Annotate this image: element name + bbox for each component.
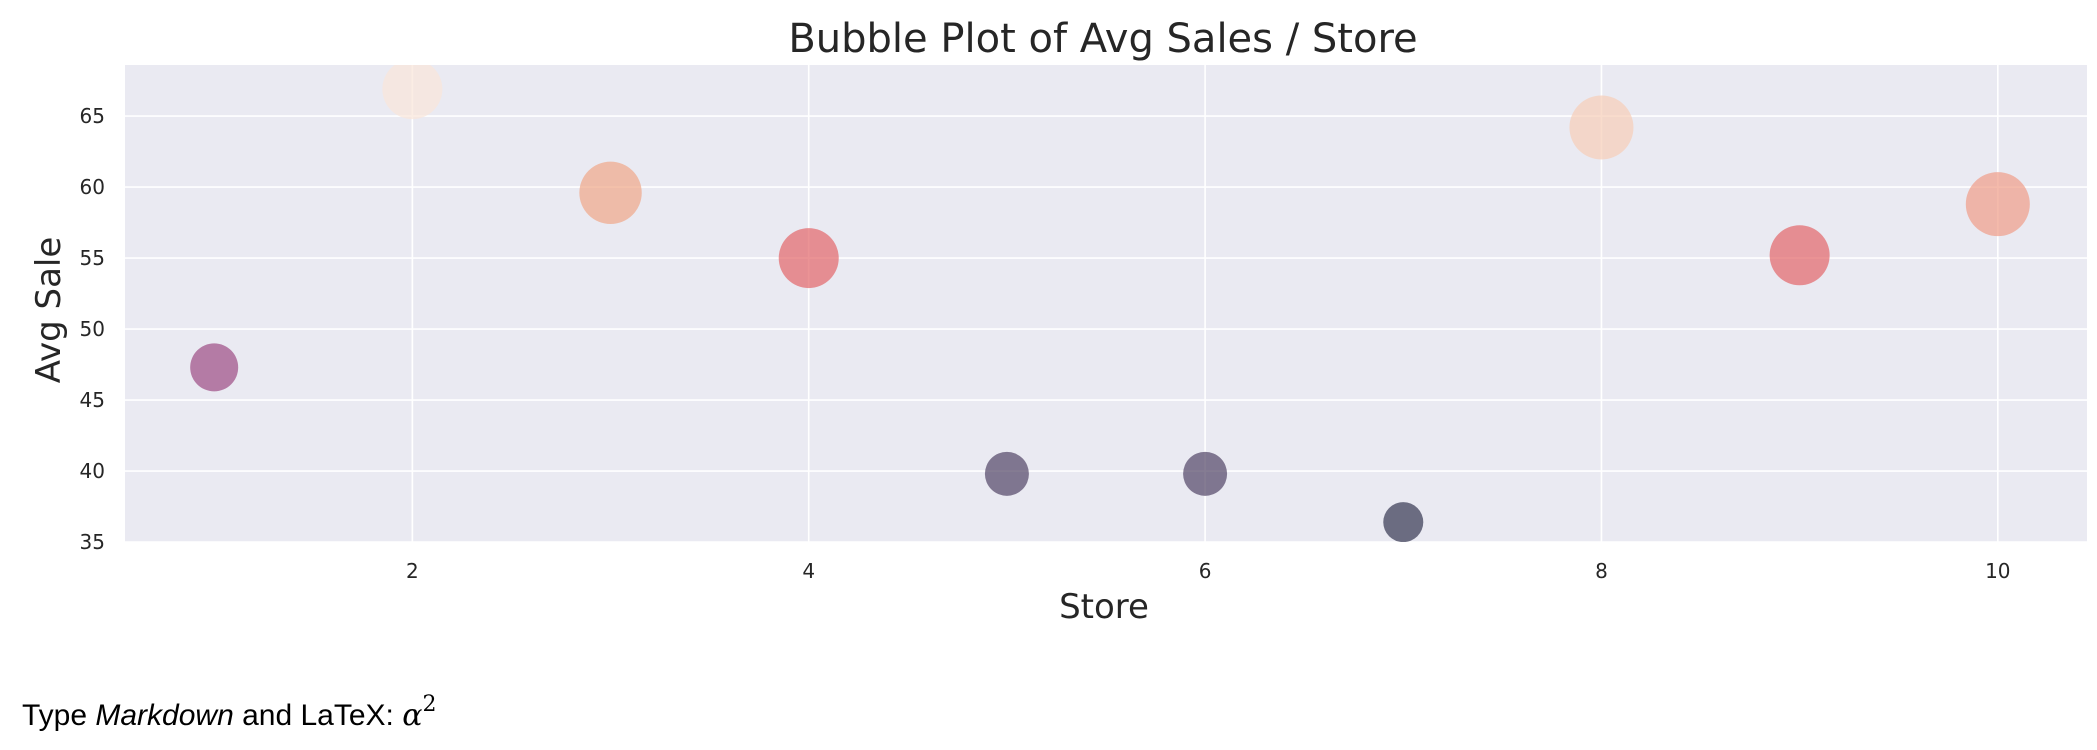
bubble-point xyxy=(190,343,239,392)
math-symbol: α xyxy=(402,698,423,733)
bubble-point xyxy=(1769,225,1830,286)
bubble-point xyxy=(1183,451,1228,496)
y-tick-label: 65 xyxy=(80,104,105,128)
x-tick-label: 2 xyxy=(406,559,419,583)
y-tick-label: 60 xyxy=(80,175,105,199)
bubble-point xyxy=(579,161,642,224)
chart-title: Bubble Plot of Avg Sales / Store xyxy=(788,16,1417,62)
y-tick-label: 40 xyxy=(80,459,105,483)
x-axis-label: Store xyxy=(1059,587,1149,627)
y-tick-label: 55 xyxy=(80,246,105,270)
bubble-point xyxy=(1383,502,1424,542)
bubble-series xyxy=(190,65,2030,542)
x-tick-label: 4 xyxy=(802,559,815,583)
grid-lines xyxy=(125,65,2087,543)
bubble-point xyxy=(382,65,443,120)
y-tick-label: 45 xyxy=(80,388,105,412)
y-tick-labels: 35 40 45 50 55 60 65 xyxy=(80,104,105,554)
markdown-prefix: Type xyxy=(22,699,96,732)
latex-math: α2 xyxy=(402,692,436,733)
plot-area xyxy=(125,65,2087,542)
x-tick-labels: 2 4 6 8 10 xyxy=(406,559,2011,583)
x-tick-label: 8 xyxy=(1595,559,1608,583)
bubble-point xyxy=(984,451,1029,496)
markdown-cell[interactable]: Type Markdown and LaTeX: α2 xyxy=(22,692,437,733)
markdown-middle: and LaTeX: xyxy=(233,699,403,732)
bubble-point xyxy=(1965,172,2030,237)
y-tick-label: 50 xyxy=(80,317,105,341)
bubble-point xyxy=(1569,95,1634,160)
y-axis-label: Avg Sale xyxy=(29,237,69,384)
math-exponent: 2 xyxy=(422,692,437,717)
y-tick-label: 35 xyxy=(80,530,105,554)
x-tick-label: 10 xyxy=(1985,559,2010,583)
bubble-point xyxy=(778,228,839,289)
markdown-italic: Markdown xyxy=(95,699,234,732)
x-tick-label: 6 xyxy=(1199,559,1212,583)
